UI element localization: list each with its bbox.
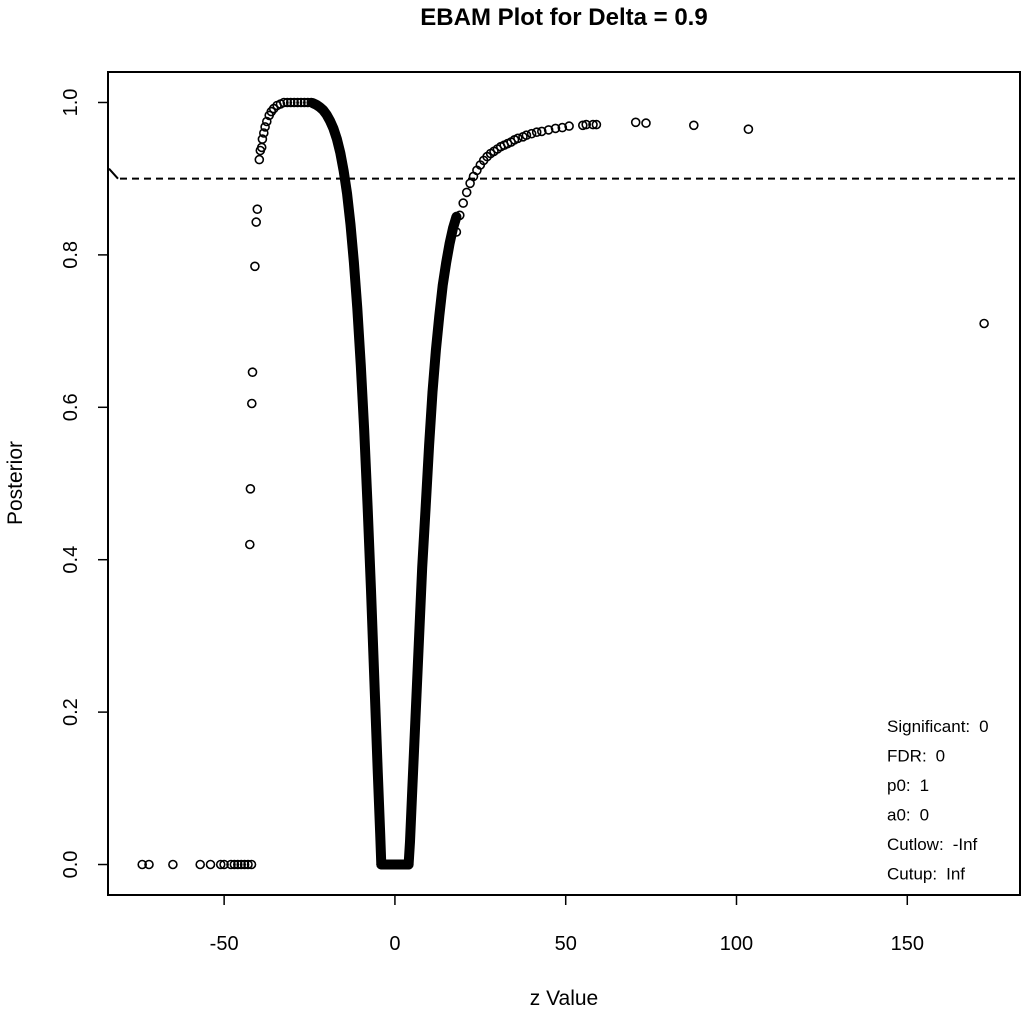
data-point [245,539,255,550]
data-point [229,859,240,870]
stats-label: Significant: [887,717,970,736]
stats-value: 0 [979,717,988,736]
stats-value: Inf [946,865,965,884]
data-point [299,97,310,108]
data-point [239,859,250,870]
plot-frame [107,71,1021,896]
data-point [205,859,216,870]
data-point [279,97,289,108]
stats-label: a0: [887,806,911,825]
stats-value: -Inf [953,835,978,854]
threshold-line-edge [108,168,119,180]
y-tick-label: 0.6 [60,393,82,421]
x-tick-label: 0 [389,933,400,955]
data-point [543,125,554,135]
y-tick-label: 0.2 [60,698,82,726]
x-axis: -50 0 50 100 150 [210,895,924,955]
chart-title: EBAM Plot for Delta = 0.9 [420,4,707,31]
data-point [564,121,574,131]
data-point [219,859,229,870]
stats-value: 0 [920,806,929,825]
y-tick-label: 0.0 [60,851,82,879]
data-point [215,859,226,870]
data-point [302,97,313,108]
data-point [688,120,699,131]
data-point [454,210,465,221]
stats-label: Cutlow: [887,835,944,854]
data-point [285,97,296,108]
data-point [292,97,303,108]
data-point [581,119,592,130]
data-point [451,227,462,237]
data-point [641,118,651,128]
curve-group [307,98,462,870]
posterior-curve-left [307,98,387,870]
data-point [282,97,293,108]
stats-entry: Cutlow: -Inf [887,835,978,854]
data-point [743,124,754,134]
x-axis-label: z Value [530,987,599,1010]
data-point [536,126,547,137]
data-point [306,97,317,108]
threshold-group [108,168,1020,180]
y-tick-label: 0.8 [60,241,82,269]
data-point [531,127,542,137]
data-point [168,859,178,870]
posterior-curve-right [403,211,462,870]
data-point [260,122,270,132]
data-point [250,261,260,272]
data-point [296,97,306,108]
x-tick-label: 50 [555,933,577,955]
data-point [258,128,269,138]
data-point [979,318,989,329]
stats-entry: a0: 0 [887,806,929,825]
data-point [513,133,523,144]
stats-label: FDR: [887,747,927,766]
stats-entry: Significant: 0 [887,717,989,736]
data-point [137,859,147,870]
stats-label: Cutup: [887,865,937,884]
data-point [591,119,602,130]
y-axis: 0.0 0.2 0.4 0.6 0.8 1.0 [60,89,108,879]
y-axis-label: Posterior [4,441,27,525]
points-group [137,97,989,870]
data-point [521,130,532,140]
data-point [261,116,272,127]
y-tick-label: 1.0 [60,89,82,117]
data-point [247,367,258,378]
data-point [550,123,561,134]
data-point [526,128,537,139]
stats-entry: Cutup: Inf [887,865,965,884]
data-point [243,859,253,870]
data-point [251,217,262,227]
data-point [245,483,256,494]
data-point [236,859,246,870]
data-point [195,859,205,870]
x-tick-label: 100 [720,933,753,955]
data-point [144,859,154,870]
data-point [588,119,598,130]
stats-entry: p0: 1 [887,776,929,795]
data-point [630,117,641,128]
data-point [247,398,257,409]
y-tick-label: 0.4 [60,546,82,574]
stats-label: p0: [887,776,911,795]
stats-value: 0 [936,747,945,766]
stats-value: 1 [920,776,929,795]
data-point [233,859,243,870]
data-point [557,122,568,133]
data-point [252,204,263,214]
data-point [226,859,236,870]
data-point [458,198,469,208]
data-point [289,97,300,108]
x-tick-label: 150 [891,933,924,955]
stats-entry: FDR: 0 [887,747,945,766]
data-point [254,154,265,165]
x-tick-label: -50 [210,933,239,955]
data-point [246,859,257,870]
data-point [257,134,268,144]
data-point [461,187,472,198]
